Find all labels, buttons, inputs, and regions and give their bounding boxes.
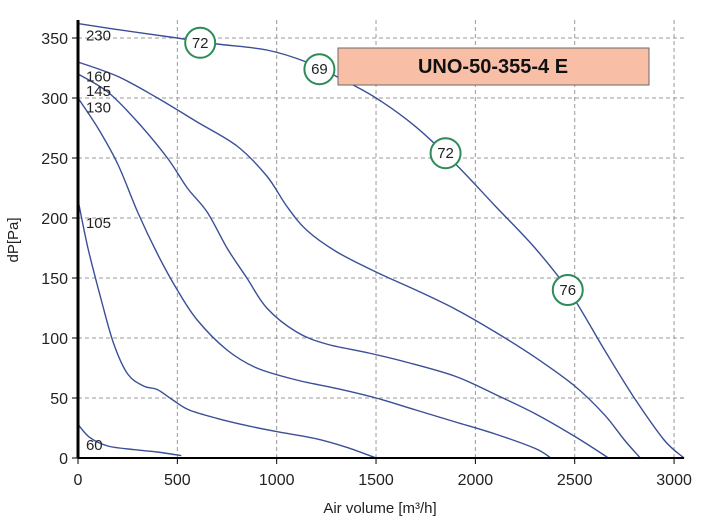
x-tick-label: 2500 [557,472,593,489]
curve-label-160: 160 [86,68,111,85]
y-axis-title: dP[Pa] [5,217,22,262]
efficiency-badge-value: 72 [437,145,454,162]
x-tick-label: 3000 [656,472,692,489]
grid [78,20,684,458]
curve-label-60: 60 [86,437,103,454]
chart-title-box: UNO-50-355-4 E [337,47,650,86]
y-tick-label: 50 [50,391,68,408]
x-tick-label: 2000 [458,472,494,489]
efficiency-badge-circle [429,137,462,170]
y-tick-label: 300 [41,91,68,108]
performance-curves [77,22,685,459]
y-tick-label: 200 [41,211,68,228]
y-tick-label: 250 [41,151,68,168]
curve-145 [77,73,609,459]
curve-60 [77,423,182,457]
efficiency-badge-circle [184,26,217,59]
curve-230 [77,22,685,459]
y-tick-label: 350 [41,31,68,48]
x-tick-label: 1500 [358,472,394,489]
efficiency-badge-value: 72 [192,35,209,52]
curve-label-105: 105 [86,215,111,232]
curve-130 [77,97,552,459]
x-tick-label: 0 [74,472,83,489]
x-tick-label: 1000 [259,472,295,489]
x-axis-title: Air volume [m³/h] [323,500,436,517]
title-box-background [337,47,650,86]
axes [76,20,684,459]
efficiency-badges: 72 69 72 76 [184,26,584,306]
chart-title: UNO-50-355-4 E [418,56,568,78]
efficiency-badge-circle [303,53,336,86]
tick-labels: 0 500 1000 1500 2000 2500 3000 0 50 100 150 200 250 3… [41,31,692,489]
curve-label-130: 130 [86,100,111,117]
y-tick-label: 150 [41,271,68,288]
y-tick-label: 0 [59,451,68,468]
curve-160 [77,61,641,459]
efficiency-badge-circle [551,274,584,306]
curve-105 [77,199,377,459]
x-tick-label: 500 [164,472,191,489]
curve-label-230: 230 [86,28,111,45]
y-tick-label: 100 [41,331,68,348]
efficiency-badge-value: 69 [311,61,328,78]
curve-label-145: 145 [86,83,111,100]
efficiency-badge-value: 76 [559,282,576,299]
